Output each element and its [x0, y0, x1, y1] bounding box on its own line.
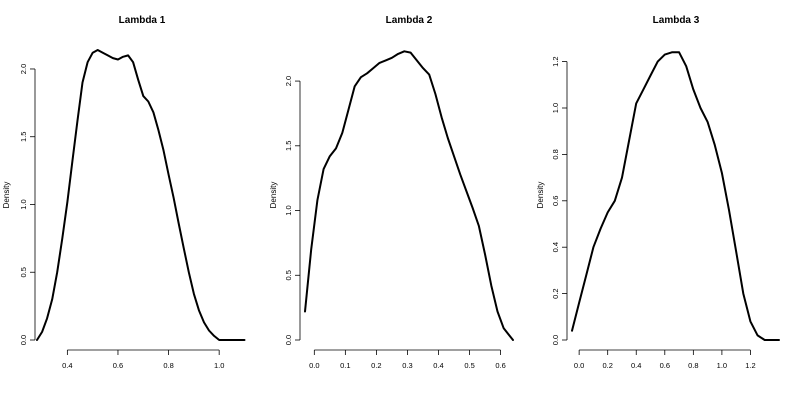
y-tick-label: 0.6: [551, 196, 560, 206]
x-tick-label: 0.0: [574, 361, 584, 370]
x-tick-label: 0.6: [113, 361, 123, 370]
x-tick-label: 1.0: [717, 361, 727, 370]
x-tick-label: 0.2: [602, 361, 612, 370]
x-tick-label: 0.3: [402, 361, 412, 370]
y-tick-label: 1.0: [284, 205, 293, 215]
panel-3: Lambda 3 Density 0.0 0.2 0.4 0.6 0.8 1.0 1.2 0.0 0…: [536, 15, 780, 370]
density-curve: [36, 49, 246, 341]
y-axis-label: Density: [536, 182, 545, 209]
y-tick-label: 1.5: [284, 141, 293, 151]
y-tick-label: 2.0: [19, 64, 28, 74]
x-tick-label: 0.6: [495, 361, 505, 370]
x-tick-label: 1.2: [745, 361, 755, 370]
panel-2: Lambda 2 Density 0.0 0.5 1.0 1.5 2.0 0.0 0.1 0.2 0…: [269, 15, 514, 370]
x-tick-label: 1.0: [214, 361, 224, 370]
x-tick-label: 0.1: [340, 361, 350, 370]
panel-1: Lambda 1 Density 0.0 0.5 1.0 1.5 2.0 0.4 0.6 0.8 1…: [2, 15, 246, 370]
x-tick-label: 0.4: [631, 361, 641, 370]
density-curve: [571, 51, 780, 341]
panel-title: Lambda 2: [386, 15, 433, 26]
y-axis-label: Density: [269, 182, 278, 209]
y-tick-label: 1.0: [19, 199, 28, 209]
y-tick-label: 0.0: [551, 335, 560, 345]
y-tick-label: 0.0: [19, 335, 28, 345]
y-tick-label: 0.5: [284, 270, 293, 280]
y-tick-label: 0.2: [551, 288, 560, 298]
density-curve: [304, 50, 514, 341]
y-tick-label: 1.5: [19, 132, 28, 142]
y-tick-label: 0.4: [551, 242, 560, 252]
y-axis-label: Density: [2, 182, 11, 209]
y-tick-label: 0.8: [551, 149, 560, 159]
panel-title: Lambda 1: [119, 15, 166, 26]
x-tick-label: 0.0: [309, 361, 319, 370]
y-tick-label: 2.0: [284, 76, 293, 86]
x-tick-label: 0.8: [688, 361, 698, 370]
x-tick-label: 0.4: [62, 361, 72, 370]
y-tick-label: 0.5: [19, 267, 28, 277]
y-tick-label: 1.0: [551, 103, 560, 113]
panel-title: Lambda 3: [653, 15, 700, 26]
x-tick-label: 0.5: [464, 361, 474, 370]
y-tick-label: 1.2: [551, 56, 560, 66]
x-tick-label: 0.2: [371, 361, 381, 370]
x-tick-label: 0.8: [163, 361, 173, 370]
y-tick-label: 0.0: [284, 335, 293, 345]
x-tick-label: 0.4: [433, 361, 443, 370]
x-tick-label: 0.6: [660, 361, 670, 370]
